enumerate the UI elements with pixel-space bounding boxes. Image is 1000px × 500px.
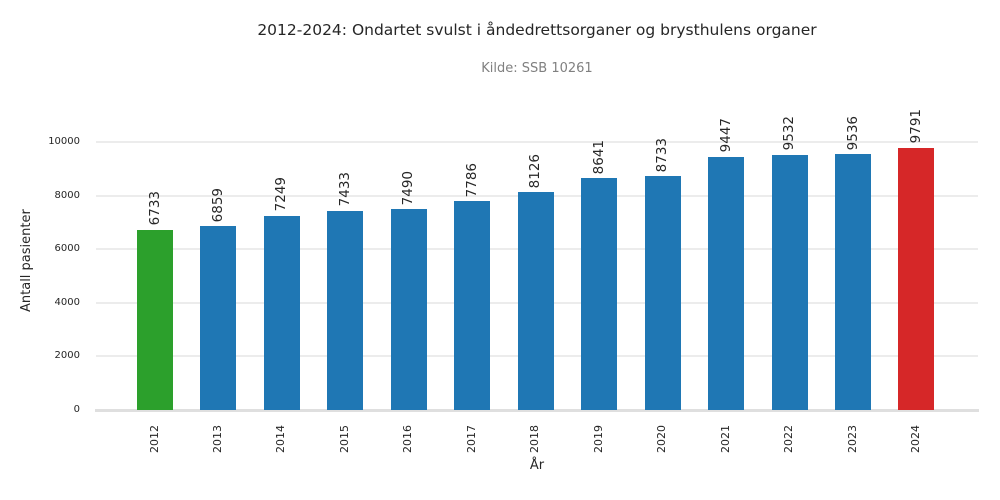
x-tick-label: 2021 <box>718 425 732 453</box>
bar-2012 <box>137 229 173 410</box>
bar-2019 <box>581 178 618 410</box>
bar-2014 <box>263 215 300 410</box>
y-tick-label: 6000 <box>54 243 80 255</box>
chart-subtitle: Kilde: SSB 10261 <box>481 61 593 76</box>
bar-value-label: 7249 <box>273 177 290 212</box>
bar-value-label: 9532 <box>781 116 798 151</box>
x-tick-label: 2019 <box>591 425 605 453</box>
bar-2013 <box>200 226 237 410</box>
bar-2015 <box>327 210 364 410</box>
x-tick-label: 2016 <box>401 425 415 453</box>
bar-value-label: 8733 <box>654 137 671 172</box>
bar-2020 <box>644 175 681 410</box>
bar-2016 <box>390 209 427 410</box>
bar-value-label: 7786 <box>463 162 480 198</box>
x-tick-label: 2023 <box>845 425 859 453</box>
y-tick-label: 10000 <box>48 136 80 147</box>
bar-value-label: 9791 <box>907 109 924 144</box>
y-tick-label: 2000 <box>54 350 80 362</box>
bar-2018 <box>517 192 554 410</box>
bar-value-label: 7433 <box>336 172 353 207</box>
bar-value-label: 6733 <box>146 191 163 226</box>
bar-value-label: 8126 <box>527 153 544 189</box>
x-tick-label: 2013 <box>210 425 224 453</box>
x-tick-label: 2024 <box>908 425 922 453</box>
x-axis-label: År <box>529 458 545 473</box>
y-tick-label: 0 <box>73 404 80 415</box>
y-tick-label: 8000 <box>54 189 80 201</box>
chart-title: 2012-2024: Ondartet svulst i åndedrettso… <box>257 21 817 39</box>
bar-value-label: 7490 <box>400 170 417 206</box>
x-tick-label: 2017 <box>464 425 478 453</box>
x-tick-label: 2022 <box>782 425 796 453</box>
x-tick-label: 2020 <box>655 425 669 453</box>
bar-2024 <box>898 147 935 410</box>
x-tick-label: 2012 <box>147 425 161 453</box>
bar-value-label: 9536 <box>844 116 861 151</box>
y-axis-label: Antall pasienter <box>19 209 34 313</box>
bar-value-label: 8641 <box>590 140 607 175</box>
x-tick-label: 2018 <box>528 425 542 453</box>
x-tick-label: 2014 <box>274 425 288 453</box>
bar-2021 <box>708 156 745 410</box>
bar-value-label: 6859 <box>209 187 226 223</box>
bar-2023 <box>835 154 871 410</box>
y-tick-label: 4000 <box>54 296 80 308</box>
x-tick-label: 2015 <box>337 425 351 453</box>
bar-value-label: 9447 <box>717 118 734 153</box>
bar-2022 <box>771 154 808 410</box>
bar-2017 <box>454 201 491 410</box>
